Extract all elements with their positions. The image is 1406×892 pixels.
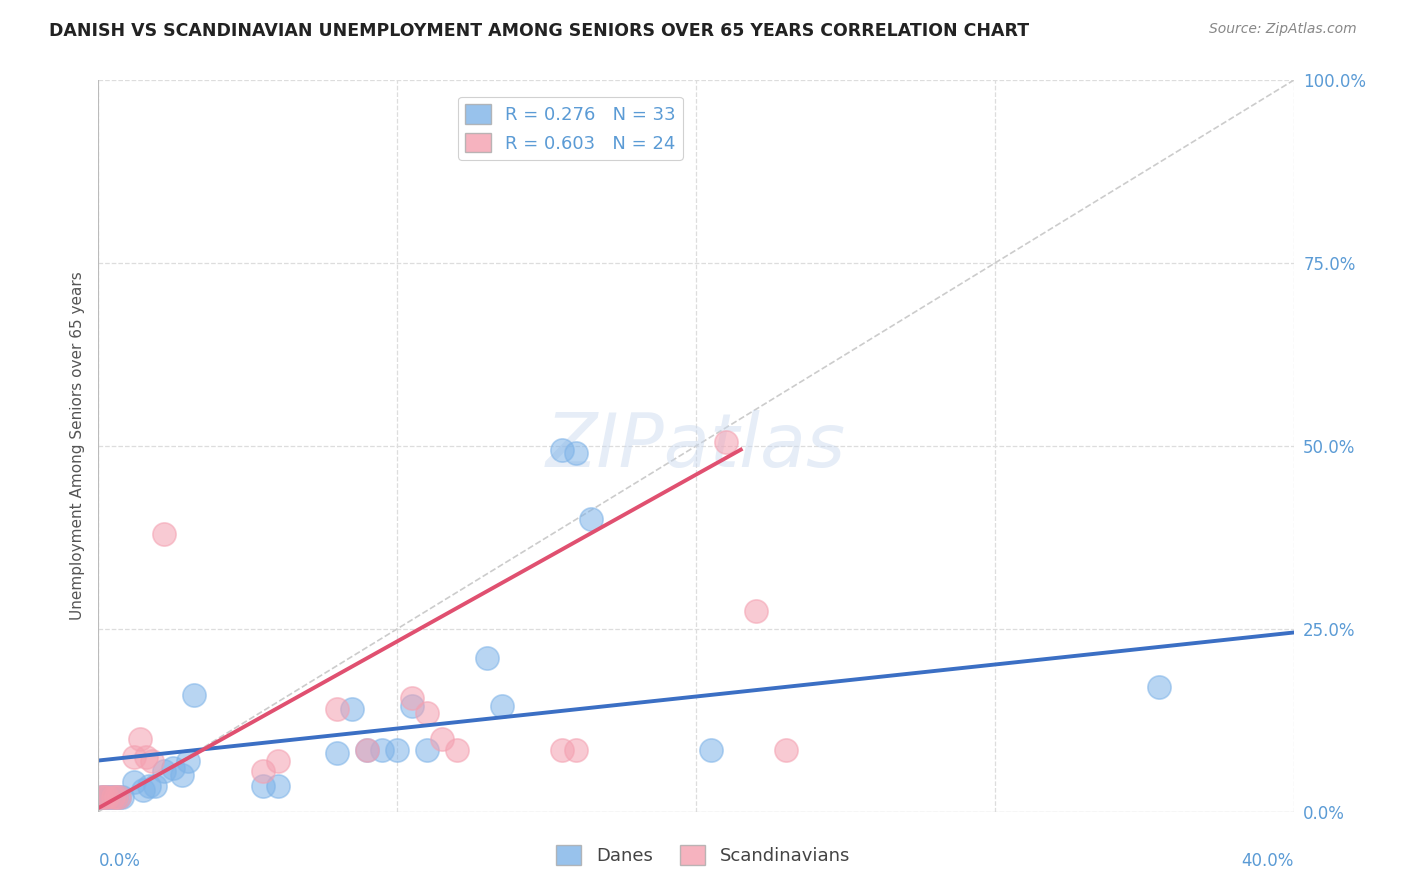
Point [252, 764, 274, 779]
Point [124, 749, 146, 764]
Point [356, 742, 378, 756]
Point [446, 742, 468, 756]
Point [252, 779, 274, 793]
Text: Source: ZipAtlas.com: Source: ZipAtlas.com [1209, 22, 1357, 37]
Point [143, 779, 166, 793]
Point [129, 731, 152, 746]
Point [138, 779, 160, 793]
Point [416, 742, 439, 756]
Point [90, 790, 112, 805]
Point [105, 790, 128, 805]
Point [371, 742, 394, 756]
Point [326, 702, 349, 716]
Legend: R = 0.276   N = 33, R = 0.603   N = 24: R = 0.276 N = 33, R = 0.603 N = 24 [458, 96, 683, 160]
Point [714, 435, 737, 450]
Point [581, 512, 603, 526]
Point [401, 698, 423, 713]
Point [267, 754, 290, 768]
Point [93, 790, 115, 805]
Y-axis label: Unemployment Among Seniors over 65 years: Unemployment Among Seniors over 65 years [69, 272, 84, 620]
Point [141, 754, 163, 768]
Point [700, 742, 723, 756]
Point [93, 790, 115, 805]
Text: 0.0%: 0.0% [98, 852, 141, 870]
Point [177, 754, 200, 768]
Point [385, 742, 409, 756]
Point [342, 702, 364, 716]
Point [491, 698, 513, 713]
Point [90, 790, 112, 805]
Point [565, 742, 588, 756]
Point [183, 688, 205, 702]
Point [153, 526, 176, 541]
Point [550, 442, 572, 457]
Point [430, 731, 453, 746]
Legend: Danes, Scandinavians: Danes, Scandinavians [548, 838, 858, 872]
Point [401, 691, 423, 706]
Point [775, 742, 797, 756]
Point [745, 603, 768, 617]
Point [162, 761, 184, 775]
Text: 40.0%: 40.0% [1241, 852, 1294, 870]
Point [153, 764, 176, 779]
Point [326, 746, 349, 760]
Point [124, 775, 146, 789]
Point [132, 782, 155, 797]
Point [416, 706, 439, 720]
Point [103, 790, 125, 805]
Point [108, 790, 131, 805]
Point [267, 779, 290, 793]
Point [108, 790, 131, 805]
Point [111, 790, 134, 805]
Point [1147, 681, 1170, 695]
Point [105, 790, 128, 805]
Text: ZIPatlas: ZIPatlas [546, 410, 846, 482]
Point [565, 446, 588, 460]
Point [356, 742, 378, 756]
Text: DANISH VS SCANDINAVIAN UNEMPLOYMENT AMONG SENIORS OVER 65 YEARS CORRELATION CHAR: DANISH VS SCANDINAVIAN UNEMPLOYMENT AMON… [49, 22, 1029, 40]
Point [135, 749, 157, 764]
Point [96, 790, 118, 805]
Point [98, 790, 122, 805]
Point [103, 790, 125, 805]
Point [475, 651, 498, 665]
Point [550, 742, 572, 756]
Point [172, 768, 194, 782]
Point [96, 790, 118, 805]
